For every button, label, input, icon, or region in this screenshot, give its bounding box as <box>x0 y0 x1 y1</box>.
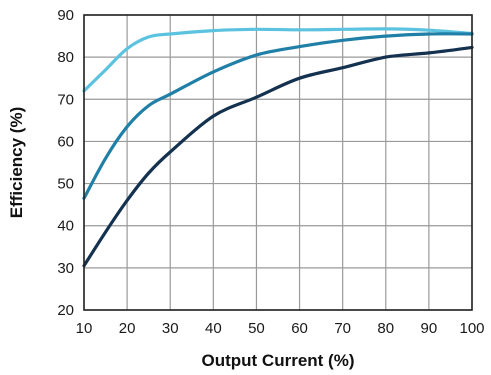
y-axis-title: Efficiency (%) <box>7 107 26 218</box>
x-tick-label: 20 <box>119 320 136 337</box>
y-tick-label: 40 <box>57 218 74 235</box>
x-tick-label: 100 <box>459 320 484 337</box>
y-tick-label: 20 <box>57 302 74 319</box>
series-line-1 <box>82 27 474 93</box>
y-tick-label: 30 <box>57 260 74 277</box>
x-tick-label: 10 <box>76 320 93 337</box>
plot-frame <box>83 14 473 311</box>
x-tick-label: 40 <box>205 320 222 337</box>
y-tick-label: 90 <box>57 7 74 24</box>
y-tick-label: 50 <box>57 176 74 193</box>
y-tick-label: 70 <box>57 91 74 108</box>
x-tick-label: 60 <box>291 320 308 337</box>
y-tick-labels: 20 30 40 50 60 70 80 90 <box>57 7 74 319</box>
x-tick-labels: 10 20 30 40 50 60 70 80 90 100 <box>76 320 485 337</box>
series-line-2 <box>82 32 474 200</box>
series-layer <box>82 27 474 268</box>
x-tick-label: 70 <box>334 320 351 337</box>
y-tick-label: 80 <box>57 49 74 66</box>
series-line-3 <box>82 45 474 268</box>
x-tick-label: 90 <box>421 320 438 337</box>
x-tick-label: 30 <box>162 320 179 337</box>
x-axis-title: Output Current (%) <box>202 351 355 370</box>
y-tick-label: 60 <box>57 133 74 150</box>
grid-layer <box>83 14 473 311</box>
x-tick-label: 80 <box>377 320 394 337</box>
x-tick-label: 50 <box>248 320 265 337</box>
